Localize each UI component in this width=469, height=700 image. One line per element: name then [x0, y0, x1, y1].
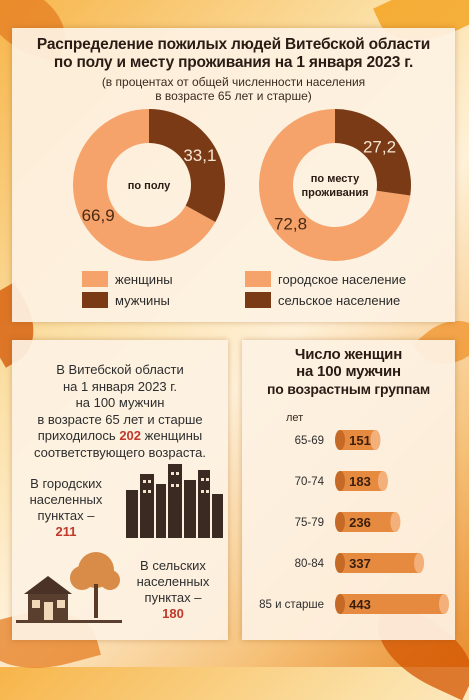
bar-cylinder-body [340, 553, 420, 573]
donut-slice-1-0 [259, 109, 411, 261]
bar-axis-label: лет [286, 412, 303, 424]
donut-slice-1-1 [335, 109, 411, 196]
bar-category-label: 75-79 [295, 517, 324, 529]
bar-cylinder-cap [439, 594, 449, 614]
bar-cylinder-cap [390, 512, 401, 532]
age-groups-panel: Число женщин на 100 мужчин по возрастным… [242, 340, 455, 640]
ratio-line3: на 100 мужчин [75, 395, 165, 410]
legend-swatch-dark [245, 292, 271, 308]
ratio-total-value: 202 [119, 428, 142, 443]
distribution-panel: Распределение пожилых людей Витебской об… [12, 28, 455, 322]
bar-cylinder-body [340, 430, 376, 450]
donut-center-label-0: по полу [128, 180, 171, 192]
rural-ratio-value: 180 [162, 606, 184, 621]
donut-value-label-1-0: 72,8 [274, 215, 307, 234]
rural-ratio-text: В сельских населенных пунктах – 180 [120, 558, 226, 622]
urban-line2: населенных [29, 492, 103, 507]
donut-center-label-1: по месту [311, 173, 360, 185]
bar-chart-title-line3: по возрастным группам [266, 381, 431, 397]
ratio-text-panel: В Витебской области на 1 января 2023 г. … [12, 340, 228, 640]
legend-swatch-dark [82, 292, 108, 308]
ratio-paragraph: В Витебской области на 1 января 2023 г. … [12, 362, 228, 461]
bar-cylinder-body [340, 594, 444, 614]
rural-line2: населенных [136, 574, 210, 589]
ratio-line5: приходилось 202 женщины [12, 428, 228, 445]
urban-ratio-value: 211 [55, 524, 77, 539]
ratio-line6: соответствующего возраста. [34, 444, 206, 460]
bar-cylinder-base [335, 430, 345, 450]
donut-value-label-0-1: 33,1 [183, 146, 216, 165]
city-skyline-icon [126, 464, 223, 538]
urban-line1: В городских [30, 476, 102, 491]
urban-ratio-text: В городских населенных пунктах – 211 [16, 476, 116, 540]
bar-value-label: 443 [349, 597, 371, 612]
ratio-line5-start: приходилось [37, 428, 116, 443]
donut-charts: 66,9 33,1 по полу 72,8 27,2 по месту проживани… [73, 109, 411, 261]
subtitle-line2: в возрасте 65 лет и старше) [155, 89, 312, 103]
bar-category-label: 70-74 [295, 476, 325, 488]
bar-chart-title-line1: Число женщин [294, 346, 403, 363]
legend-urban: городское население [245, 271, 406, 287]
bar-cylinder-cap [377, 471, 388, 491]
legend-urban-label: городское население [278, 271, 407, 287]
ratio-line2: на 1 января 2023 г. [62, 378, 178, 394]
ratio-line4: в возрасте 65 лет и старше [37, 411, 203, 427]
subtitle-line1: (в процентах от общей численности населе… [101, 75, 366, 89]
legend-men-label: мужчины [115, 292, 170, 308]
bar-value-label: 183 [349, 474, 371, 489]
donut-slice-0-0 [73, 109, 216, 261]
donut-value-label-1-1: 27,2 [363, 137, 396, 156]
main-title-line2: по полу и месту проживания на 1 января 2… [53, 54, 414, 71]
donut-value-label-0-0: 66,9 [82, 206, 115, 225]
rural-line1: В сельских [140, 558, 206, 573]
bar-category-label: 85 и старше [259, 599, 324, 611]
bar-cylinder-body [340, 512, 396, 532]
bar-category-label: 65-69 [295, 435, 324, 447]
ratio-line1: В Витебской области [56, 362, 184, 377]
bar-cylinder-base [335, 512, 345, 532]
legend-women: женщины [82, 271, 173, 287]
age-bar-chart: лет 65-69 151 70-74 183 75-79 236 80-84 337 85 и … [259, 412, 449, 614]
bar-cylinder-cap [414, 553, 425, 573]
bar-category-label: 80-84 [295, 558, 325, 570]
legend-rural-label: сельское население [278, 292, 401, 308]
bar-chart-title-line2: на 100 мужчин [296, 363, 401, 380]
legend-swatch-light [82, 271, 108, 287]
bar-value-label: 337 [349, 556, 371, 571]
main-title-line1: Распределение пожилых людей Витебской об… [36, 36, 431, 53]
bar-value-label: 236 [349, 515, 371, 530]
legend-women-label: женщины [115, 271, 173, 287]
donut-slice-0-1 [149, 109, 225, 223]
bar-cylinder-base [335, 553, 345, 573]
donut-center-label-1: проживания [301, 187, 368, 199]
legend-rural: сельское население [245, 292, 400, 308]
bar-value-label: 151 [349, 433, 371, 448]
legend-swatch-light [245, 271, 271, 287]
bar-cylinder-base [335, 471, 345, 491]
legend-men: мужчины [82, 292, 170, 308]
ratio-line5-end: женщины [144, 428, 203, 443]
bar-cylinder-body [340, 471, 383, 491]
rural-line3: пунктах – [144, 590, 202, 605]
urban-line3: пунктах – [37, 508, 95, 523]
bar-cylinder-base [335, 594, 345, 614]
bar-cylinder-cap [370, 430, 381, 450]
rural-house-icon [16, 552, 122, 623]
